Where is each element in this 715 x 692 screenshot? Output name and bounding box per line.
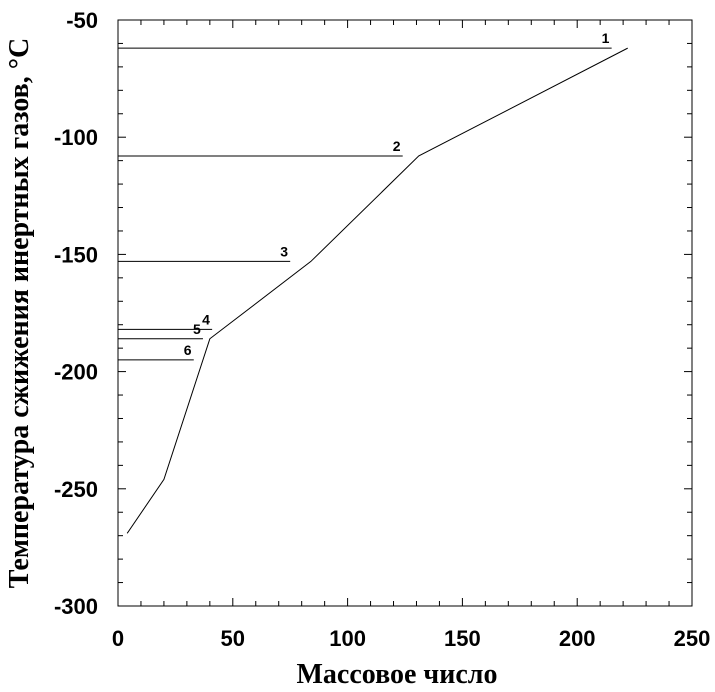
y-tick-label: -50	[66, 8, 98, 33]
x-axis-title: Массовое число	[296, 659, 497, 690]
plot-frame	[117, 19, 693, 607]
reference-label-4: 4	[202, 311, 210, 327]
x-tick-label: 200	[559, 626, 596, 651]
y-tick-label: -300	[54, 594, 98, 619]
reference-label-2: 2	[393, 138, 401, 154]
y-tick-label: -100	[54, 125, 98, 150]
series-line-0	[126, 47, 628, 534]
y-axis-title: Температура сжижения инертных газов, °C	[4, 38, 35, 588]
x-tick-label: 50	[221, 626, 245, 651]
x-tick-label: 250	[674, 626, 711, 651]
reference-label-5: 5	[193, 321, 201, 337]
y-tick-label: -200	[54, 360, 98, 385]
x-tick-label: 0	[112, 626, 124, 651]
x-tick-label: 150	[444, 626, 481, 651]
reference-label-1: 1	[602, 30, 610, 46]
x-tick-label: 100	[329, 626, 366, 651]
reference-label-3: 3	[280, 243, 288, 259]
y-tick-label: -150	[54, 242, 98, 267]
reference-label-6: 6	[184, 342, 192, 358]
y-tick-label: -250	[54, 477, 98, 502]
